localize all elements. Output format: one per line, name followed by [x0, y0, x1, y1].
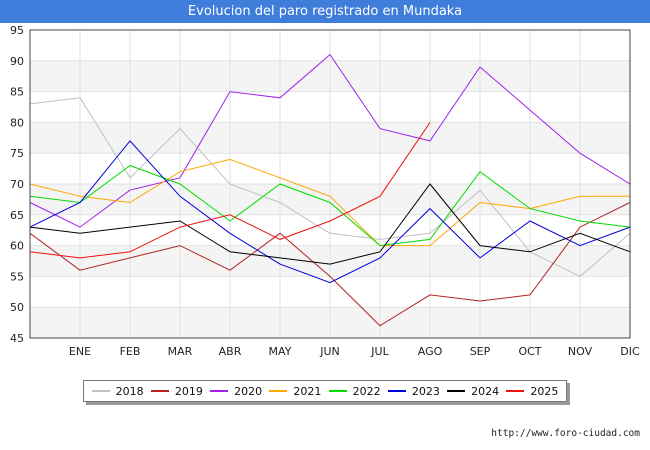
y-tick-label: 85 — [10, 86, 24, 99]
y-tick-label: 70 — [10, 178, 24, 191]
y-tick-label: 95 — [10, 24, 24, 37]
legend-swatch — [210, 390, 229, 392]
legend-item-2019: 2019 — [150, 384, 203, 398]
x-tick-label: ENE — [69, 345, 91, 358]
source-url: http://www.foro-ciudad.com — [491, 428, 640, 439]
legend-label: 2018 — [115, 384, 144, 398]
legend-swatch — [506, 390, 525, 392]
x-tick-label: NOV — [568, 345, 593, 358]
legend-label: 2024 — [471, 384, 500, 398]
legend-label: 2020 — [234, 384, 263, 398]
y-tick-label: 90 — [10, 55, 24, 68]
legend-swatch — [328, 390, 347, 392]
series-line-2024 — [29, 183, 631, 265]
legend-swatch — [91, 390, 110, 392]
series-line-2020 — [29, 53, 631, 228]
y-tick-label: 80 — [10, 116, 24, 129]
series-line-2019 — [29, 202, 631, 327]
series-line-2023 — [29, 140, 631, 284]
x-tick-label: AGO — [418, 345, 443, 358]
legend-item-2024: 2024 — [447, 385, 499, 398]
y-tick-label: 60 — [10, 240, 24, 253]
x-tick-label: JUN — [319, 345, 340, 358]
x-tick-label: DIC — [620, 345, 640, 358]
y-tick-label: 65 — [10, 209, 24, 222]
legend-label: 2022 — [352, 384, 381, 398]
legend-item-2025: 2025 — [506, 385, 558, 398]
x-tick-label: ABR — [219, 345, 242, 358]
legend-label: 2021 — [293, 384, 322, 398]
legend-label: 2019 — [174, 384, 203, 398]
legend-item-2018: 2018 — [91, 384, 144, 398]
x-tick-label: JUL — [370, 345, 389, 358]
series-lines — [29, 53, 631, 327]
y-tick-label: 75 — [10, 147, 24, 160]
x-tick-label: MAR — [168, 345, 193, 358]
legend-swatch — [269, 390, 288, 392]
legend-swatch — [150, 390, 169, 392]
legend: 2018 2019 2020 2021 2022 2023 2024 2025 — [83, 380, 567, 402]
legend-label: 2025 — [530, 384, 559, 398]
chart-title: Evolucion del paro registrado en Mundaka — [0, 0, 650, 23]
legend-item-2021: 2021 — [269, 385, 321, 398]
series-line-2025 — [29, 122, 431, 259]
x-tick-label: SEP — [470, 345, 491, 358]
plot-frame — [29, 29, 631, 339]
legend-item-2023: 2023 — [387, 384, 440, 398]
x-tick-label: OCT — [518, 345, 541, 358]
legend-item-2022: 2022 — [328, 384, 381, 398]
y-tick-label: 45 — [10, 332, 24, 345]
x-tick-label: MAY — [269, 345, 292, 358]
legend-label: 2023 — [411, 384, 440, 398]
y-axis-ticks: 45 50 55 60 65 70 75 80 85 90 95 — [10, 24, 24, 345]
x-tick-label: FEB — [120, 345, 141, 358]
legend-swatch — [447, 390, 466, 392]
legend-swatch — [387, 390, 406, 392]
legend-item-2020: 2020 — [210, 385, 262, 398]
x-axis-ticks: ENE FEB MAR ABR MAY JUN JUL AGO SEP OCT NOV DIC — [69, 345, 640, 358]
series-line-2022 — [29, 164, 631, 247]
y-tick-label: 55 — [10, 270, 24, 283]
y-tick-label: 50 — [10, 301, 24, 314]
